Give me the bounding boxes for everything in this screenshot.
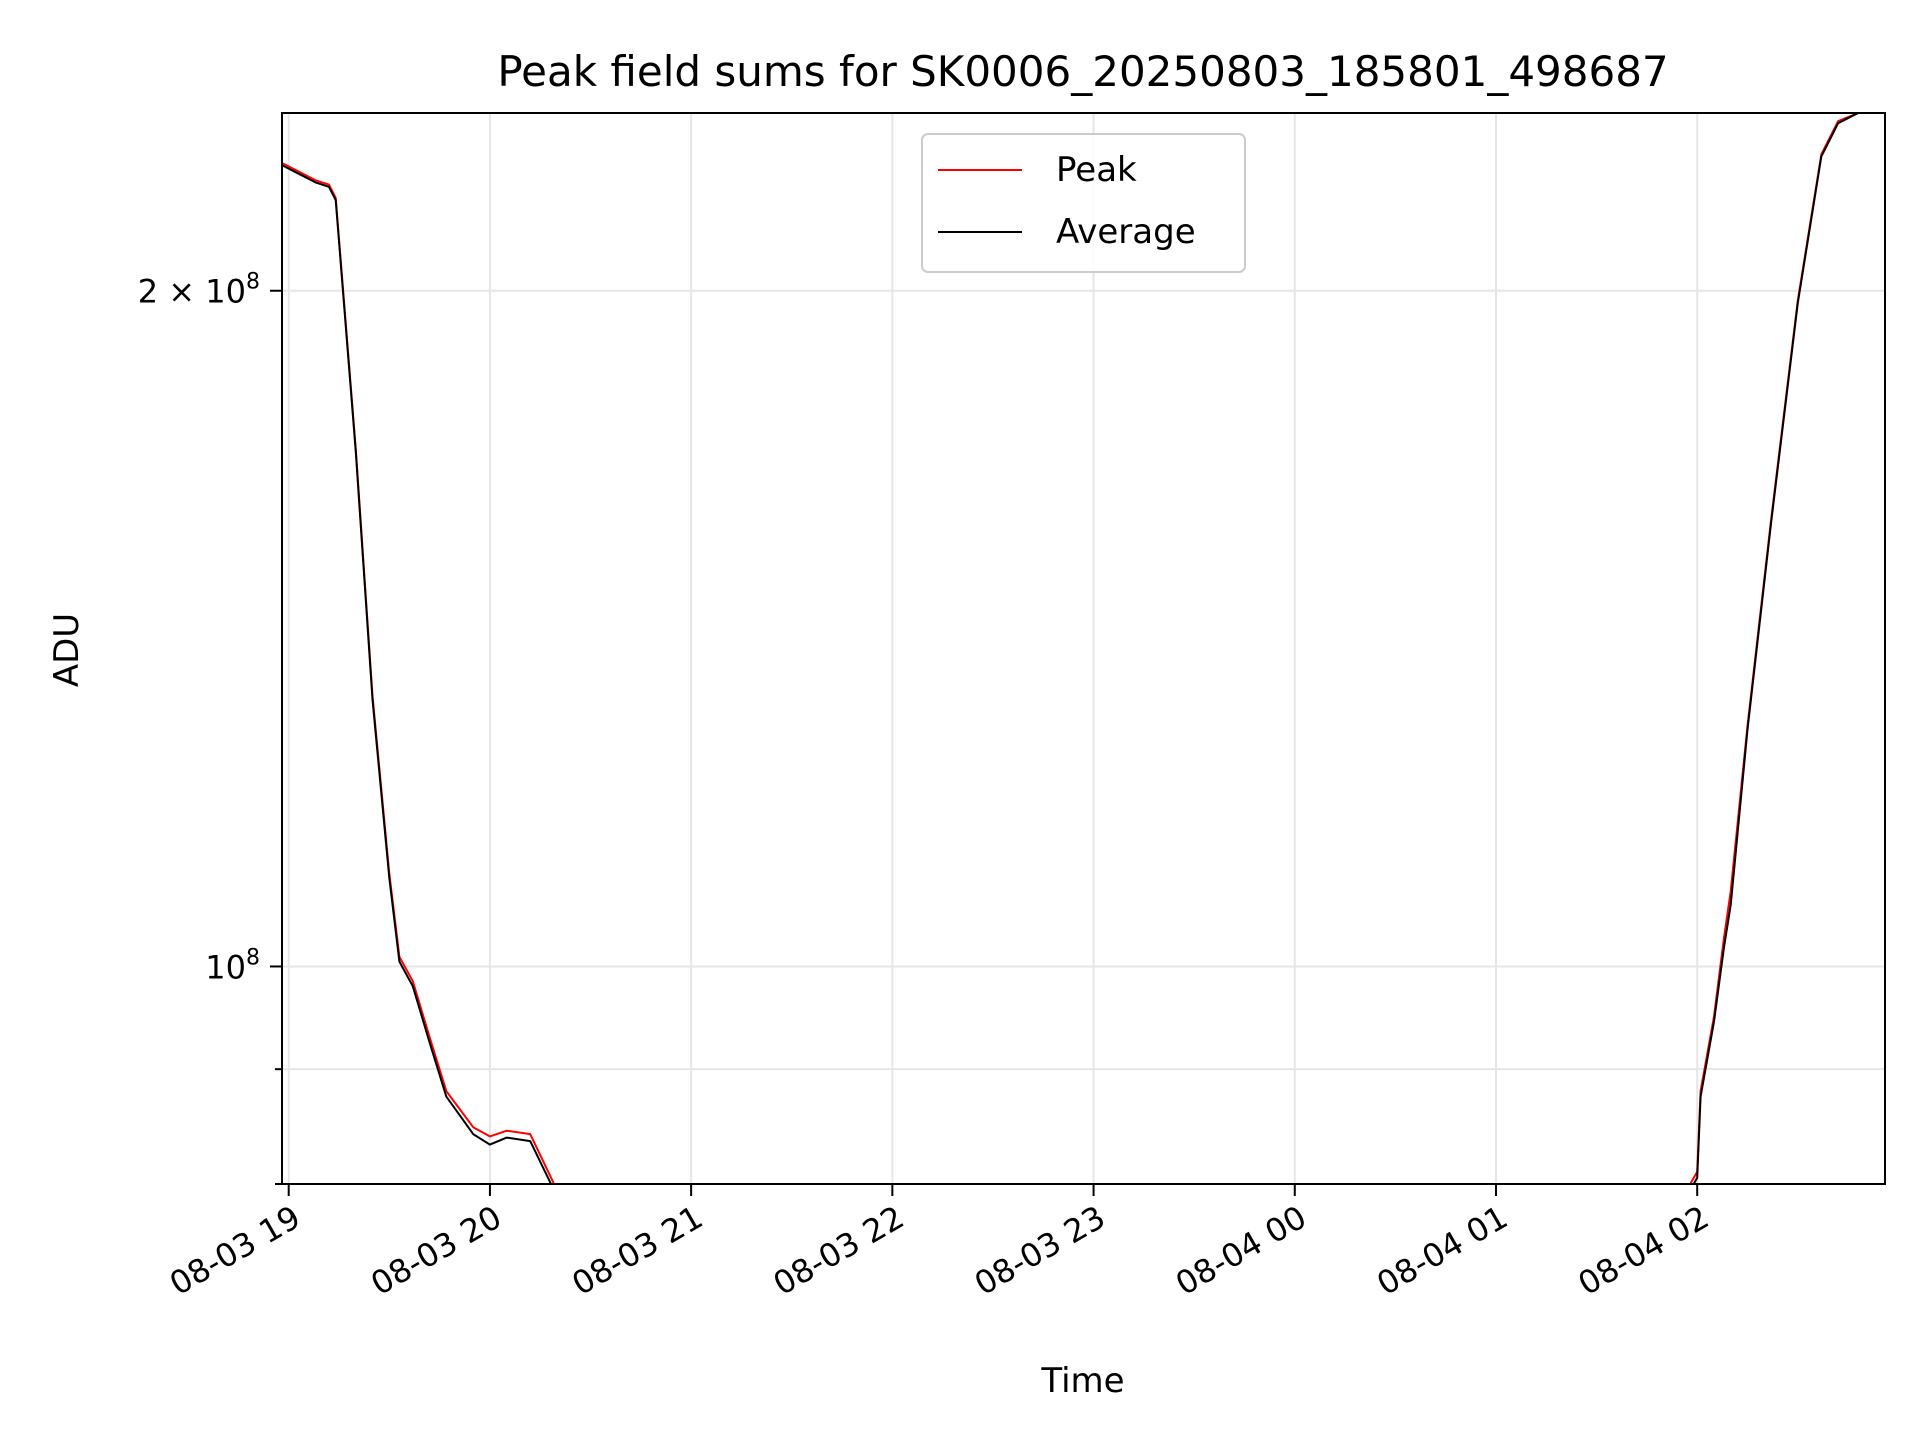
legend-box: [921, 133, 1246, 273]
y-axis-label: ADU: [47, 613, 87, 687]
y-axis-ticks: 108 2 × 108: [138, 270, 282, 1185]
y-tick-label-0: 108: [205, 945, 260, 986]
y-tick-label-1: 2 × 108: [138, 270, 260, 311]
series-line-average: [282, 113, 1885, 1184]
plot-frame: [281, 112, 1886, 1185]
legend: Peak Average: [921, 133, 1246, 273]
grid: [282, 113, 1885, 1185]
legend-label-average: Average: [1056, 212, 1196, 252]
series-layer: [282, 113, 1885, 1184]
x-axis-label: Time: [1040, 1361, 1124, 1401]
legend-label-peak: Peak: [1056, 150, 1137, 190]
chart-title: Peak field sums for SK0006_20250803_1858…: [497, 47, 1668, 96]
